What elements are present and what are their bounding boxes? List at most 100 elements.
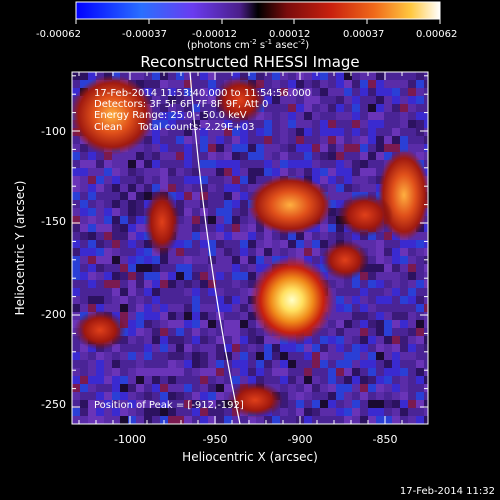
- image-pixel: [328, 224, 336, 232]
- image-pixel: [384, 384, 392, 392]
- image-pixel: [176, 232, 184, 240]
- image-pixel: [408, 336, 416, 344]
- image-pixel: [368, 120, 376, 128]
- image-pixel: [168, 80, 176, 88]
- image-pixel: [240, 296, 248, 304]
- image-pixel: [80, 368, 88, 376]
- image-pixel: [152, 264, 160, 272]
- image-pixel: [136, 224, 144, 232]
- image-pixel: [80, 280, 88, 288]
- image-pixel: [352, 416, 360, 424]
- image-pixel: [272, 384, 280, 392]
- image-pixel: [368, 288, 376, 296]
- image-pixel: [288, 80, 296, 88]
- image-pixel: [336, 144, 344, 152]
- image-pixel: [80, 272, 88, 280]
- image-pixel: [408, 280, 416, 288]
- image-pixel: [232, 200, 240, 208]
- image-pixel: [176, 160, 184, 168]
- image-pixel: [120, 360, 128, 368]
- image-pixel: [128, 416, 136, 424]
- image-pixel: [144, 304, 152, 312]
- image-pixel: [248, 368, 256, 376]
- image-pixel: [72, 208, 80, 216]
- image-pixel: [312, 112, 320, 120]
- image-pixel: [96, 232, 104, 240]
- image-pixel: [192, 120, 200, 128]
- image-pixel: [112, 256, 120, 264]
- image-pixel: [128, 328, 136, 336]
- image-pixel: [216, 368, 224, 376]
- image-pixel: [128, 168, 136, 176]
- image-pixel: [128, 376, 136, 384]
- image-pixel: [400, 392, 408, 400]
- image-pixel: [136, 152, 144, 160]
- image-pixel: [400, 360, 408, 368]
- image-pixel: [368, 400, 376, 408]
- image-pixel: [144, 384, 152, 392]
- image-pixel: [208, 344, 216, 352]
- image-pixel: [160, 152, 168, 160]
- image-pixel: [88, 296, 96, 304]
- image-pixel: [264, 248, 272, 256]
- image-pixel: [152, 280, 160, 288]
- info-line: Energy Range: 25.0 - 50.0 keV: [94, 110, 247, 121]
- image-pixel: [216, 184, 224, 192]
- image-pixel: [176, 392, 184, 400]
- image-pixel: [248, 416, 256, 424]
- image-pixel: [264, 336, 272, 344]
- image-pixel: [344, 136, 352, 144]
- image-pixel: [176, 256, 184, 264]
- image-pixel: [104, 304, 112, 312]
- image-pixel: [376, 168, 384, 176]
- image-pixel: [184, 256, 192, 264]
- image-pixel: [336, 352, 344, 360]
- image-pixel: [72, 376, 80, 384]
- image-pixel: [192, 304, 200, 312]
- image-pixel: [176, 96, 184, 104]
- image-pixel: [72, 368, 80, 376]
- image-pixel: [376, 376, 384, 384]
- image-pixel: [208, 376, 216, 384]
- image-pixel: [288, 72, 296, 80]
- image-pixel: [192, 328, 200, 336]
- image-pixel: [392, 80, 400, 88]
- image-pixel: [392, 344, 400, 352]
- image-pixel: [376, 416, 384, 424]
- source-right-low: [321, 240, 369, 280]
- image-pixel: [184, 128, 192, 136]
- image-pixel: [144, 312, 152, 320]
- image-pixel: [296, 408, 304, 416]
- image-pixel: [280, 352, 288, 360]
- image-pixel: [264, 232, 272, 240]
- image-pixel: [112, 152, 120, 160]
- image-pixel: [128, 360, 136, 368]
- image-pixel: [416, 384, 424, 392]
- image-pixel: [248, 232, 256, 240]
- image-pixel: [280, 368, 288, 376]
- image-pixel: [104, 248, 112, 256]
- image-pixel: [240, 344, 248, 352]
- image-pixel: [384, 416, 392, 424]
- image-pixel: [136, 280, 144, 288]
- image-pixel: [160, 344, 168, 352]
- image-pixel: [344, 336, 352, 344]
- image-pixel: [408, 136, 416, 144]
- image-pixel: [312, 144, 320, 152]
- image-pixel: [336, 192, 344, 200]
- image-pixel: [416, 120, 424, 128]
- image-pixel: [200, 136, 208, 144]
- image-pixel: [408, 400, 416, 408]
- image-pixel: [280, 120, 288, 128]
- image-pixel: [352, 152, 360, 160]
- image-pixel: [200, 344, 208, 352]
- image-pixel: [280, 144, 288, 152]
- image-pixel: [360, 72, 368, 80]
- image-pixel: [240, 152, 248, 160]
- image-pixel: [360, 272, 368, 280]
- image-pixel: [248, 216, 256, 224]
- image-pixel: [112, 344, 120, 352]
- image-pixel: [288, 152, 296, 160]
- image-pixel: [176, 72, 184, 80]
- image-pixel: [280, 80, 288, 88]
